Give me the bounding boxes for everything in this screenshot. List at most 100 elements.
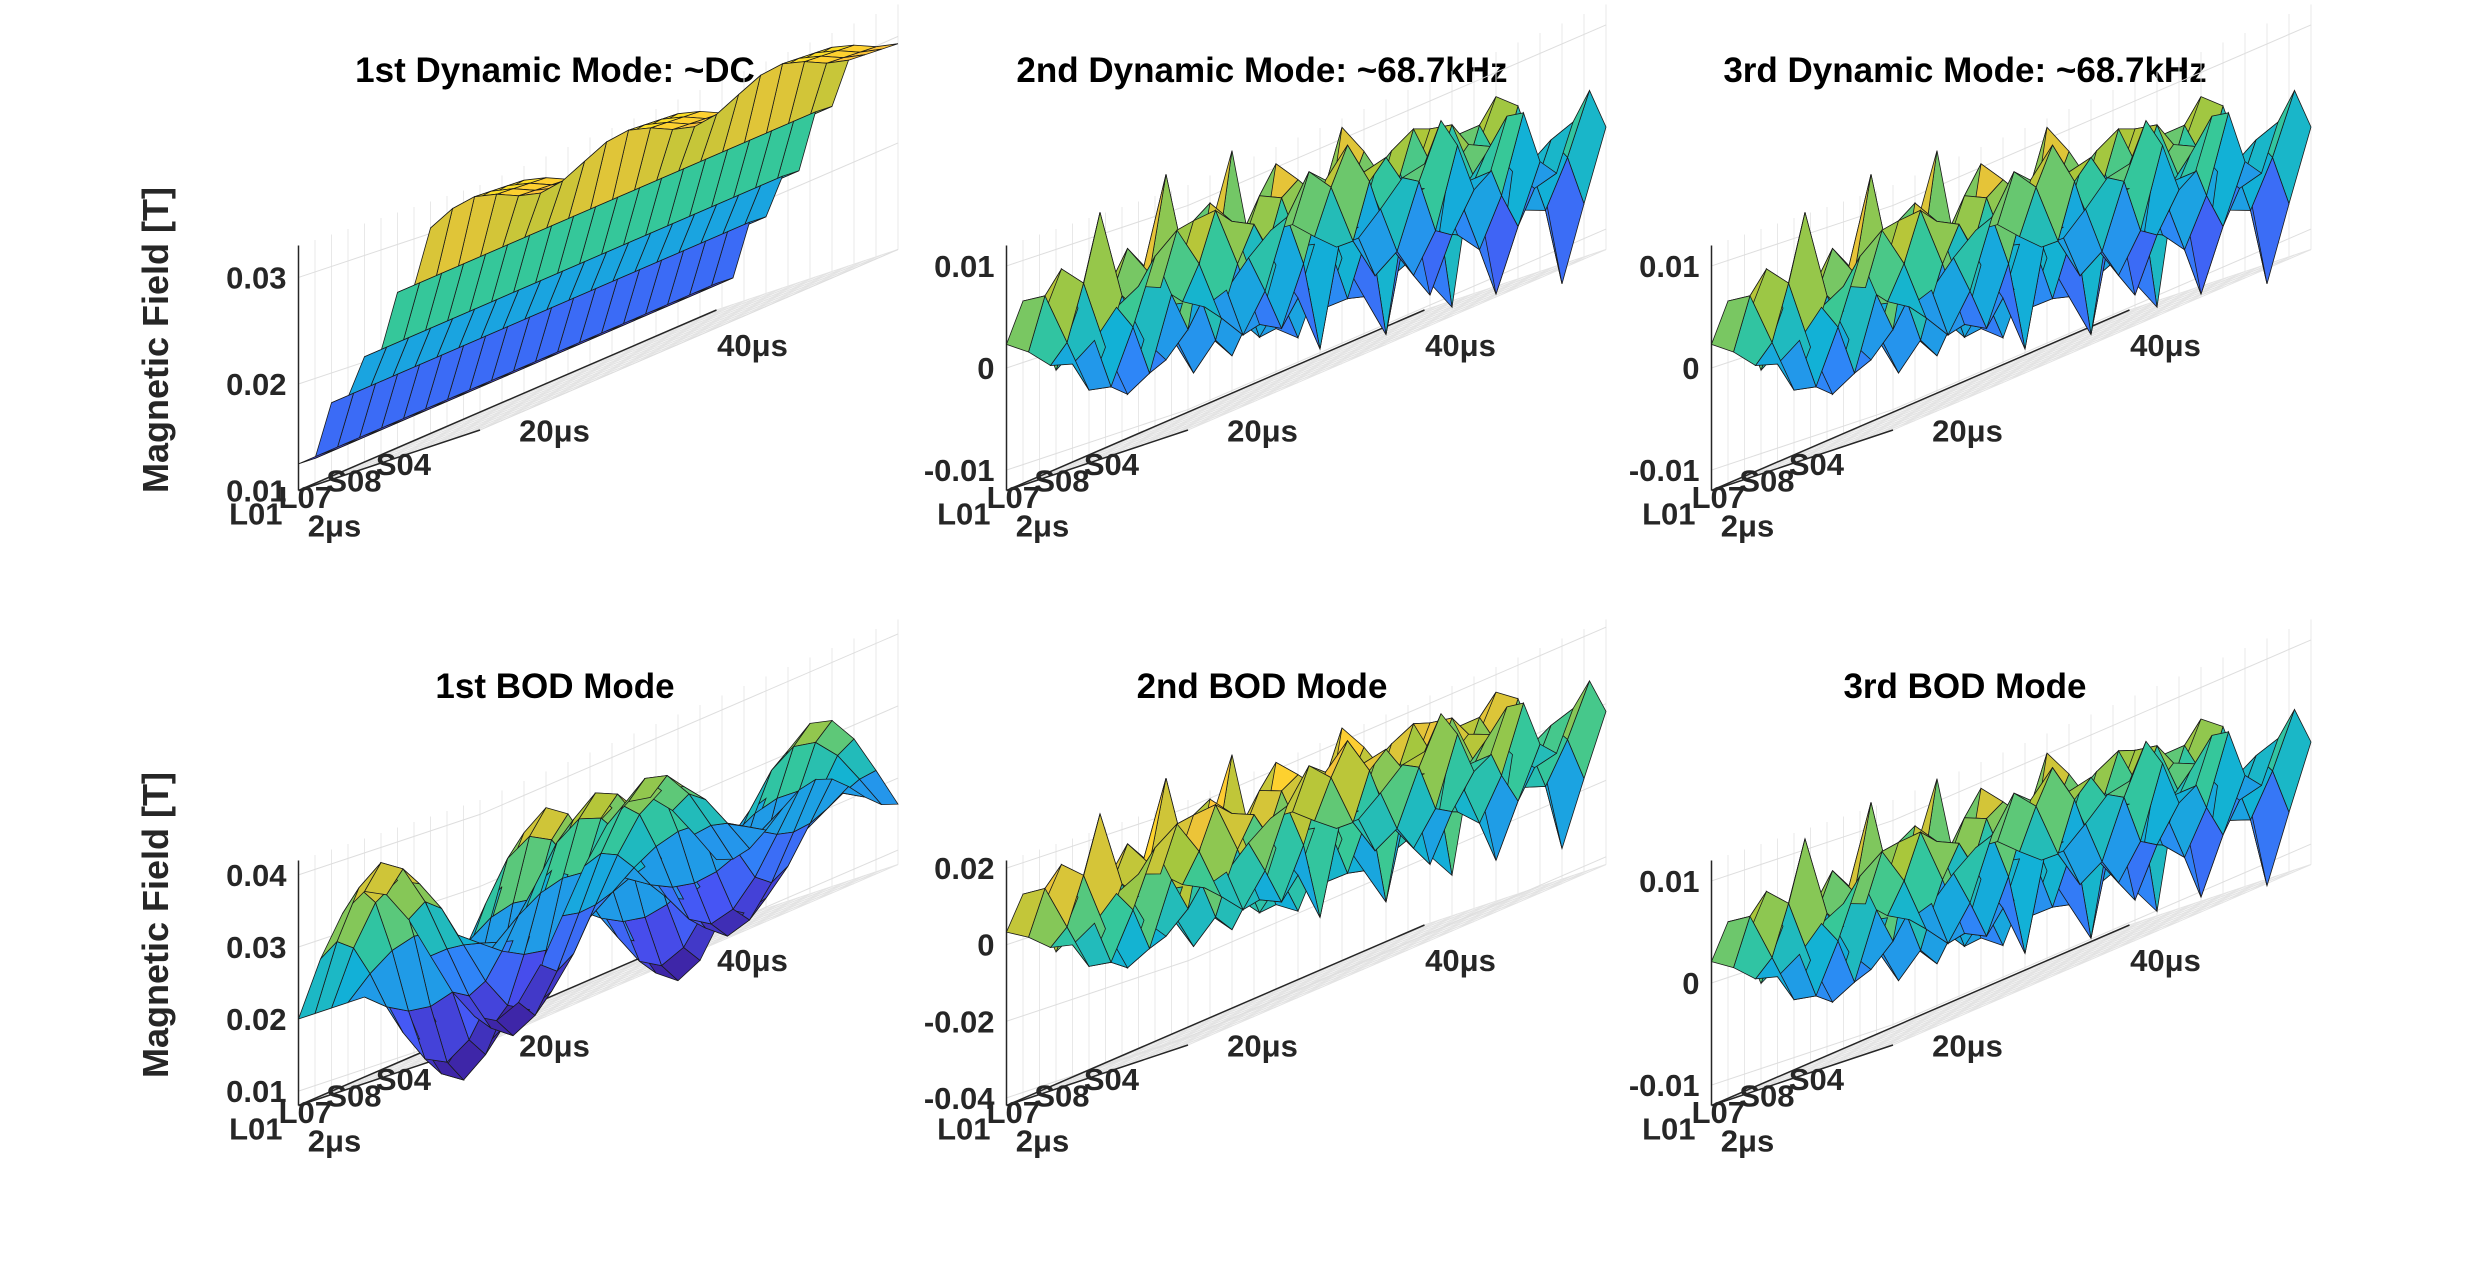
floor-gridline: [1187, 249, 1607, 431]
time-tick-label: 40μs: [1425, 943, 1496, 978]
z-tick-label: 0: [977, 928, 994, 963]
sensor-axis-line: [1711, 1044, 1894, 1107]
z-tick-label: 0.01: [934, 249, 994, 284]
z-gridline: [1892, 639, 2312, 821]
sensor-tick-label: L01: [937, 1112, 990, 1147]
sensor-tick-label: L07: [279, 480, 332, 515]
time-tick-label: 2μs: [1016, 509, 1069, 544]
floor-gridline: [1777, 287, 2196, 469]
sensor-tick-label: L07: [1692, 1095, 1745, 1130]
floor-gridline: [1039, 913, 1458, 1095]
panel-title-4: 1st BOD Mode: [435, 667, 674, 706]
floor-gridline: [1055, 908, 1475, 1090]
sensor-tick-label: S08: [1034, 464, 1089, 499]
z-tick-label: 0.01: [226, 474, 286, 509]
surface-patch: [297, 941, 338, 1020]
floor-gridline: [1843, 880, 2262, 1062]
time-tick-label: 20μs: [519, 414, 590, 449]
time-tick-label: 40μs: [2130, 328, 2201, 363]
sensor-tick-label: L01: [937, 497, 990, 532]
floor-gridline: [1810, 276, 2229, 458]
sensor-tick-label: S08: [1739, 464, 1794, 499]
time-tick-label: 40μs: [2130, 943, 2201, 978]
panel-title-3: 3rd Dynamic Mode: ~68.7kHz: [1723, 51, 2206, 90]
z-tick-label: 0.02: [226, 1002, 286, 1037]
panel-title-5: 2nd BOD Mode: [1137, 667, 1388, 706]
time-tick-label: 2μs: [1721, 1124, 1774, 1159]
surface-patch: [1005, 887, 1046, 938]
time-axis-line: [1711, 924, 2130, 1107]
floor-gridline: [397, 276, 816, 458]
floor-gridline: [1138, 265, 1557, 447]
surface-patch: [1710, 915, 1751, 969]
floor-gridline: [1105, 276, 1524, 458]
time-tick-label: 2μs: [1016, 1124, 1069, 1159]
z-tick-label: 0.01: [226, 1074, 286, 1109]
sensor-tick-label: S04: [1084, 447, 1140, 482]
z-gridline: [1892, 843, 2312, 1026]
z-tick-label: 0.02: [934, 851, 994, 886]
z-tick-label: 0.04: [226, 858, 287, 893]
z-gridline: [1187, 626, 1607, 809]
floor-gridline: [1760, 293, 2180, 475]
ylabel-row2: Magnetic Field [T]: [135, 772, 176, 1078]
floor-gridline: [1892, 864, 2312, 1046]
z-gridline: [1187, 779, 1607, 962]
floor-gridline: [1744, 913, 2163, 1095]
sensor-tick-label: S04: [376, 447, 432, 482]
sensor-axis-line: [1711, 429, 1894, 492]
floor-gridline: [1892, 249, 2312, 431]
floor-gridline: [364, 287, 783, 469]
sensor-tick-label: S04: [1084, 1062, 1140, 1097]
z-tick-label: -0.01: [924, 453, 995, 488]
sensor-tick-label: L07: [987, 1095, 1040, 1130]
z-gridline: [1187, 228, 1607, 411]
z-gridline: [1006, 1036, 1189, 1099]
floor-gridline: [1777, 902, 2196, 1084]
sensor-tick-label: S08: [326, 1079, 381, 1114]
floor-gridline: [1876, 869, 2295, 1051]
floor-gridline: [1760, 908, 2180, 1090]
floor-gridline: [1171, 869, 1590, 1051]
z-tick-label: 0: [1682, 966, 1699, 1001]
sensor-tick-label: L07: [1692, 480, 1745, 515]
panel-title-6: 3rd BOD Mode: [1843, 667, 2086, 706]
panel-title-1: 1st Dynamic Mode: ~DC: [355, 51, 755, 90]
z-tick-label: 0.02: [226, 367, 286, 402]
z-tick-label: -0.02: [924, 1004, 995, 1039]
sensor-axis-line: [1006, 429, 1189, 492]
z-gridline: [1711, 1024, 1894, 1086]
z-gridline: [479, 633, 899, 815]
floor-gridline: [1876, 254, 2295, 436]
z-tick-label: 0: [1682, 351, 1699, 386]
surface-patch: [298, 448, 338, 465]
z-gridline: [1006, 960, 1189, 1022]
sensor-tick-label: L01: [229, 497, 282, 532]
floor-gridline: [1171, 254, 1590, 436]
z-tick-label: 0.03: [226, 260, 286, 295]
sensor-tick-label: L07: [987, 480, 1040, 515]
floor-gridline: [413, 271, 833, 453]
z-tick-label: 0.01: [1639, 864, 1699, 899]
sensor-tick-label: S04: [1789, 447, 1845, 482]
sensor-tick-label: L01: [1642, 497, 1695, 532]
floor-gridline: [463, 254, 882, 436]
z-tick-label: -0.01: [1629, 1068, 1700, 1103]
time-tick-label: 20μs: [1227, 414, 1298, 449]
floor-gridline: [347, 293, 767, 475]
z-gridline: [1711, 409, 1894, 471]
surface-patch: [1710, 295, 1751, 353]
sensor-tick-label: S08: [1034, 1079, 1089, 1114]
floor-gridline: [1072, 287, 1491, 469]
floor-gridline: [1810, 891, 2229, 1073]
time-axis-line: [1006, 924, 1425, 1107]
floor-gridline: [430, 265, 849, 447]
time-tick-label: 40μs: [717, 943, 788, 978]
z-tick-label: -0.01: [1629, 453, 1700, 488]
floor-gridline: [1826, 886, 2246, 1068]
